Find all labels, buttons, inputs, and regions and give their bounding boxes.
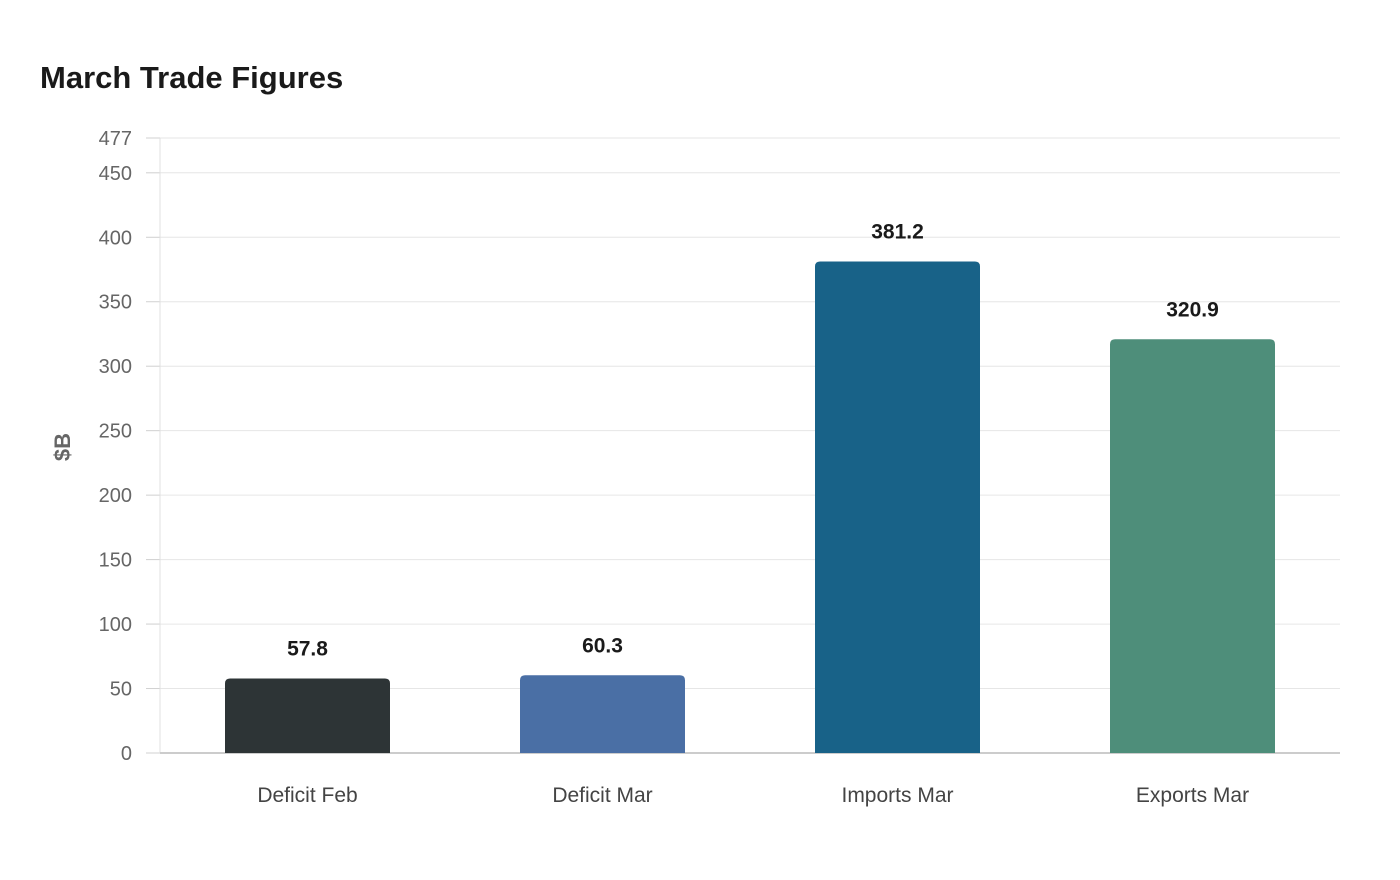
chart-title: March Trade Figures [40,60,344,95]
category-labels: Deficit Feb Deficit Mar Imports Mar Exports… [257,784,1249,807]
value-label: 381.2 [871,221,924,244]
y-tick-label: 300 [99,356,132,378]
y-tick-label: 50 [110,679,132,701]
category-label: Imports Mar [841,784,953,807]
bar-imports-mar [815,261,980,753]
y-tick-label: 477 [99,128,132,150]
bar-exports-mar [1110,339,1275,753]
value-label: 57.8 [287,637,328,660]
bars [225,261,1275,753]
bar-deficit-feb [225,678,390,753]
y-tick-label: 400 [99,227,132,249]
y-tick-label: 250 [99,421,132,443]
value-label: 320.9 [1166,298,1219,321]
y-tick-label: 200 [99,485,132,507]
category-label: Exports Mar [1136,784,1249,807]
y-tick-label: 150 [99,550,132,572]
y-tick-label: 350 [99,292,132,314]
bar-deficit-mar [520,675,685,753]
y-axis-label: $B [50,433,75,461]
category-label: Deficit Mar [552,784,652,807]
y-tick-labels: 0 50 100 150 200 250 300 350 400 450 477 [99,128,132,765]
value-label: 60.3 [582,634,623,657]
y-tick-label: 100 [99,614,132,636]
y-tick-label: 450 [99,163,132,185]
y-tick-label: 0 [121,743,132,765]
category-label: Deficit Feb [257,784,357,807]
value-labels: 57.8 60.3 381.2 320.9 [287,221,1219,661]
